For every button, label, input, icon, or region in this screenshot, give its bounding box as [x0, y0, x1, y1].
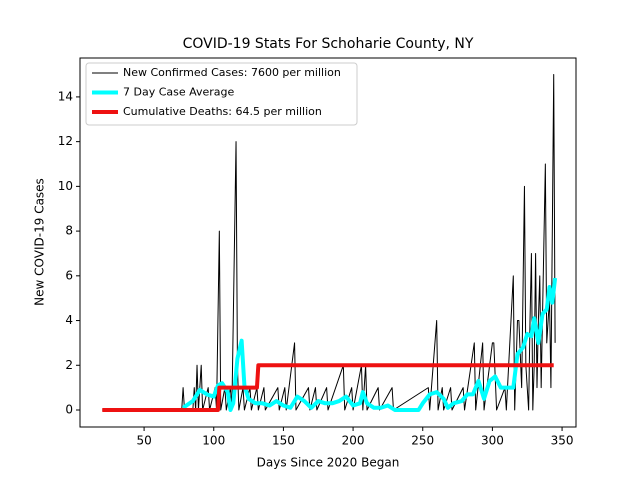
legend-text: New Confirmed Cases: 7600 per million: [123, 66, 341, 79]
y-tick-label: 14: [58, 89, 73, 103]
series-line: [102, 363, 554, 412]
series-line: [181, 277, 558, 412]
x-tick-label: 50: [136, 434, 151, 448]
legend-text: Cumulative Deaths: 64.5 per million: [123, 105, 322, 118]
legend-text: 7 Day Case Average: [123, 86, 235, 99]
x-tick-label: 300: [481, 434, 504, 448]
x-tick-label: 150: [272, 434, 295, 448]
chart-title: COVID-19 Stats For Schoharie County, NY: [183, 36, 474, 52]
y-axis-label: New COVID-19 Cases: [33, 178, 47, 306]
y-tick-label: 4: [65, 313, 73, 327]
y-tick-label: 8: [65, 224, 73, 238]
x-tick-label: 100: [202, 434, 225, 448]
x-tick-label: 350: [551, 434, 574, 448]
y-tick-label: 12: [58, 134, 73, 148]
y-tick-label: 10: [58, 179, 73, 193]
y-tick-label: 0: [65, 403, 73, 417]
x-tick-label: 250: [411, 434, 434, 448]
y-tick-label: 2: [65, 358, 73, 372]
x-tick-label: 200: [342, 434, 365, 448]
plot-frame: [79, 57, 577, 428]
x-axis-label: Days Since 2020 Began: [257, 456, 400, 470]
legend-box: [85, 62, 358, 126]
y-tick-label: 6: [65, 268, 73, 282]
